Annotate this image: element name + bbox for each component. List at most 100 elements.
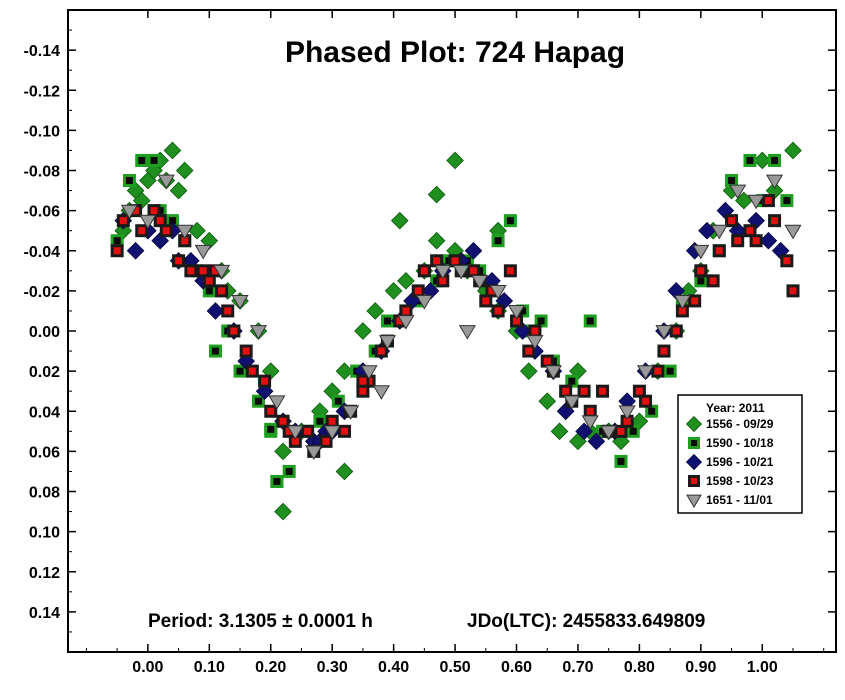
data-point <box>319 434 333 448</box>
data-point <box>780 254 794 268</box>
data-point <box>540 354 554 368</box>
data-point <box>636 365 655 380</box>
period-annotation: Period: 3.1305 ± 0.0001 h <box>148 611 373 632</box>
data-point <box>147 204 161 218</box>
y-tick-label: 0.10 <box>29 525 60 542</box>
data-point <box>743 153 757 167</box>
data-point <box>331 394 345 408</box>
data-point <box>325 414 339 428</box>
data-point <box>135 224 149 238</box>
data-point <box>491 304 505 318</box>
data-point <box>231 295 249 310</box>
data-point <box>147 153 161 167</box>
x-tick-label: 0.60 <box>501 659 532 676</box>
data-point <box>258 374 272 388</box>
y-tick-label: -0.06 <box>24 204 61 221</box>
data-point <box>669 324 683 338</box>
data-point <box>626 424 640 438</box>
data-point <box>427 231 446 250</box>
data-point <box>673 295 691 310</box>
data-point <box>694 274 708 288</box>
data-point <box>479 294 493 308</box>
data-point <box>411 284 425 298</box>
data-point <box>427 185 446 204</box>
data-point <box>176 224 194 240</box>
data-point <box>264 404 278 418</box>
data-point <box>239 344 253 358</box>
data-point <box>337 424 351 438</box>
x-tick-label: 0.20 <box>255 659 286 676</box>
data-point <box>372 385 390 400</box>
data-point <box>559 384 573 398</box>
x-tick-label: 1.00 <box>747 659 778 676</box>
data-point <box>786 284 800 298</box>
data-point <box>583 314 597 328</box>
data-point <box>356 384 370 398</box>
data-point <box>448 254 462 268</box>
data-point <box>743 224 757 238</box>
data-point <box>587 432 606 451</box>
data-point <box>596 384 610 398</box>
x-tick-label: 0.00 <box>132 659 163 676</box>
data-point <box>725 214 739 228</box>
data-point <box>458 325 476 340</box>
data-point <box>194 244 212 260</box>
data-point <box>550 422 569 441</box>
data-point <box>600 425 618 440</box>
data-point <box>528 324 542 338</box>
legend-label: 1598 - 10/23 <box>706 474 774 488</box>
data-point <box>110 244 124 258</box>
data-point <box>645 404 659 418</box>
data-point <box>159 224 173 238</box>
data-point <box>519 362 538 380</box>
data-point <box>342 405 360 420</box>
x-tick-label: 0.30 <box>317 659 348 676</box>
data-point <box>233 364 247 378</box>
data-point <box>202 274 216 288</box>
data-point <box>706 274 720 288</box>
legend-marker <box>686 494 702 508</box>
data-point <box>251 394 265 408</box>
data-point <box>378 335 397 350</box>
data-point <box>710 224 728 240</box>
data-point <box>213 264 231 280</box>
y-tick-label: -0.14 <box>24 43 61 60</box>
data-point <box>614 454 628 468</box>
legend-title: Year: 2011 <box>706 401 765 415</box>
data-point <box>467 264 481 278</box>
data-point <box>464 241 483 260</box>
x-tick-label: 0.50 <box>440 659 471 676</box>
data-point <box>270 474 284 488</box>
data-point <box>384 282 403 300</box>
data-point <box>157 174 175 190</box>
y-tick-label: 0.02 <box>29 364 60 381</box>
data-point <box>503 264 517 278</box>
data-point <box>729 184 747 200</box>
data-point <box>135 153 149 167</box>
data-point <box>397 272 415 290</box>
epoch-annotation: JDo(LTC): 2455833.649809 <box>467 611 705 632</box>
data-point <box>747 194 765 210</box>
data-point <box>196 264 210 278</box>
data-point <box>215 284 229 298</box>
legend-marker <box>685 415 703 433</box>
data-point <box>639 394 653 408</box>
data-point <box>122 174 136 188</box>
data-point <box>563 395 581 410</box>
x-tick-label: 0.40 <box>378 659 409 676</box>
data-point <box>712 244 726 258</box>
data-point <box>227 324 241 338</box>
data-point <box>354 322 372 340</box>
data-point <box>264 422 278 436</box>
data-point <box>471 274 489 290</box>
data-point <box>188 221 206 240</box>
data-point <box>274 442 292 461</box>
data-point <box>577 384 591 398</box>
data-point <box>583 404 597 418</box>
data-point <box>538 392 557 411</box>
data-point <box>507 305 526 320</box>
data-point <box>663 364 677 378</box>
data-point <box>417 264 431 278</box>
data-point <box>286 425 304 440</box>
